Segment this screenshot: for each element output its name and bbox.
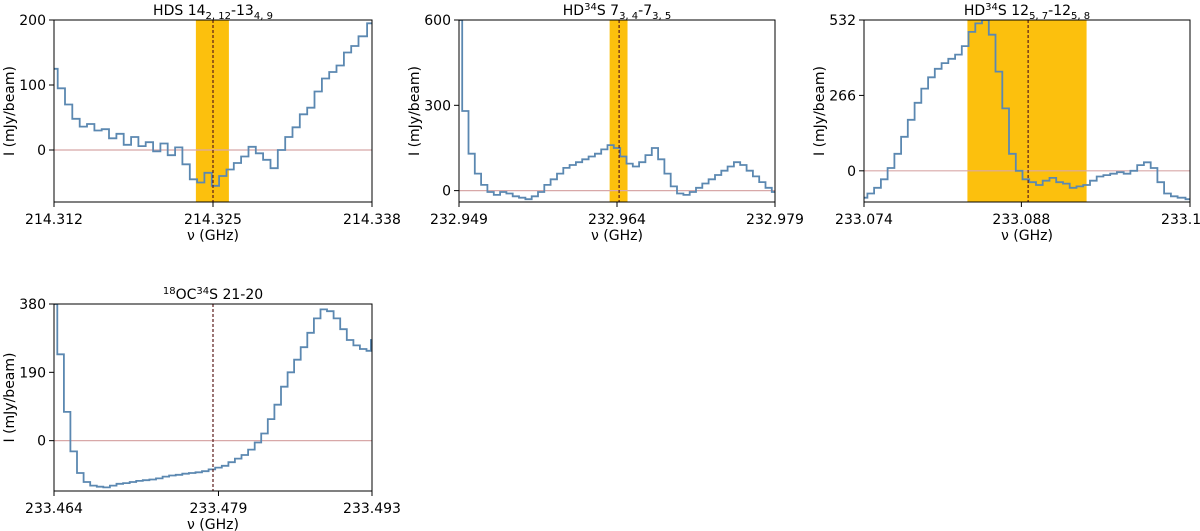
chart-title-part: 5, 7 — [1029, 11, 1048, 22]
y-tick-label: 190 — [19, 365, 46, 381]
highlight-band — [195, 20, 229, 202]
x-axis-label: ν (GHz) — [591, 228, 643, 244]
y-tick-label: 380 — [19, 297, 46, 313]
spectrum-line — [54, 22, 372, 187]
x-tick-label: 232.964 — [588, 212, 646, 228]
chart-title-part: 4, 9 — [254, 11, 273, 22]
y-axis-label: I (mJy/beam) — [2, 66, 18, 156]
chart-title-part: HD — [563, 3, 584, 19]
chart-title-part: S 21-20 — [209, 287, 263, 303]
y-tick-label: 0 — [442, 184, 451, 200]
chart-title-part: -7 — [638, 3, 652, 19]
chart-title-part: S 12 — [998, 3, 1029, 19]
chart-title-part: 5, 8 — [1071, 11, 1090, 22]
chart-title-part: 34 — [584, 2, 597, 13]
chart-title: HD34S 125, 7-125, 8 — [964, 2, 1090, 22]
y-tick-label: 100 — [19, 78, 46, 94]
y-tick-label: 300 — [424, 98, 451, 114]
x-tick-label: 233.464 — [25, 501, 83, 517]
x-tick-label: 232.979 — [746, 212, 804, 228]
chart-title: HD34S 73, 4-73, 5 — [563, 2, 671, 22]
y-tick-label: 600 — [424, 13, 451, 29]
x-tick-label: 232.949 — [430, 212, 488, 228]
chart-title-part: 18 — [163, 286, 176, 297]
y-axis-label: I (mJy/beam) — [812, 66, 828, 156]
y-axis-label: I (mJy/beam) — [407, 66, 423, 156]
chart-title-part: 3, 5 — [652, 11, 671, 22]
spectrum-line — [864, 20, 1190, 201]
x-tick-label: 214.325 — [184, 212, 242, 228]
y-tick-label: 0 — [847, 164, 856, 180]
chart-title-part: S 7 — [597, 3, 619, 19]
x-axis-label: ν (GHz) — [187, 228, 239, 244]
y-tick-label: 0 — [37, 143, 46, 159]
chart-title: 18OC34S 21-20 — [163, 286, 263, 303]
chart-title-part: HDS 14 — [153, 3, 206, 19]
x-axis-label: ν (GHz) — [1001, 228, 1053, 244]
spectrum-line — [54, 304, 372, 489]
chart-title: HDS 142, 12-134, 9 — [153, 3, 273, 22]
chart-title-part: 3, 4 — [619, 11, 638, 22]
x-axis-label: ν (GHz) — [187, 517, 239, 531]
x-tick-label: 233.493 — [343, 501, 401, 517]
chart-title-part: OC — [176, 287, 197, 303]
chart-title-part: HD — [964, 3, 985, 19]
axes-frame — [53, 303, 373, 492]
spectrum-line — [459, 20, 775, 201]
x-tick-label: 214.338 — [343, 212, 401, 228]
highlight-band — [967, 20, 1087, 202]
chart-title-part: 34 — [985, 2, 998, 13]
y-tick-label: 200 — [19, 13, 46, 29]
chart-title-part: 34 — [196, 286, 209, 297]
x-tick-label: 214.312 — [25, 212, 83, 228]
chart-title-part: -12 — [1048, 3, 1071, 19]
chart-title-part: 2, 12 — [206, 11, 231, 22]
chart-panel-4: 233.464 233.479 233.493 0 190 380 ν (GHz) I (mJ… — [2, 286, 401, 531]
chart-panel-2: 232.949 232.964 232.979 0 300 600 ν (GHz) I (mJ… — [407, 2, 804, 244]
x-tick-label: 233.088 — [992, 212, 1050, 228]
y-axis-label: I (mJy/beam) — [2, 353, 18, 443]
y-tick-label: 0 — [37, 434, 46, 450]
x-tick-label: 233.103 — [1161, 212, 1200, 228]
chart-title-part: -13 — [231, 3, 254, 19]
chart-panel-1: 214.312 214.325 214.338 0 100 200 ν (GHz) I (mJ… — [2, 3, 401, 244]
y-tick-label: 266 — [829, 88, 856, 104]
chart-panel-3: 233.074 233.088 233.103 0 266 532 ν (GHz) I (mJ… — [812, 2, 1200, 244]
y-tick-label: 532 — [829, 13, 856, 29]
axes-frame — [863, 19, 1191, 203]
x-tick-label: 233.479 — [190, 501, 248, 517]
x-tick-label: 233.074 — [835, 212, 893, 228]
